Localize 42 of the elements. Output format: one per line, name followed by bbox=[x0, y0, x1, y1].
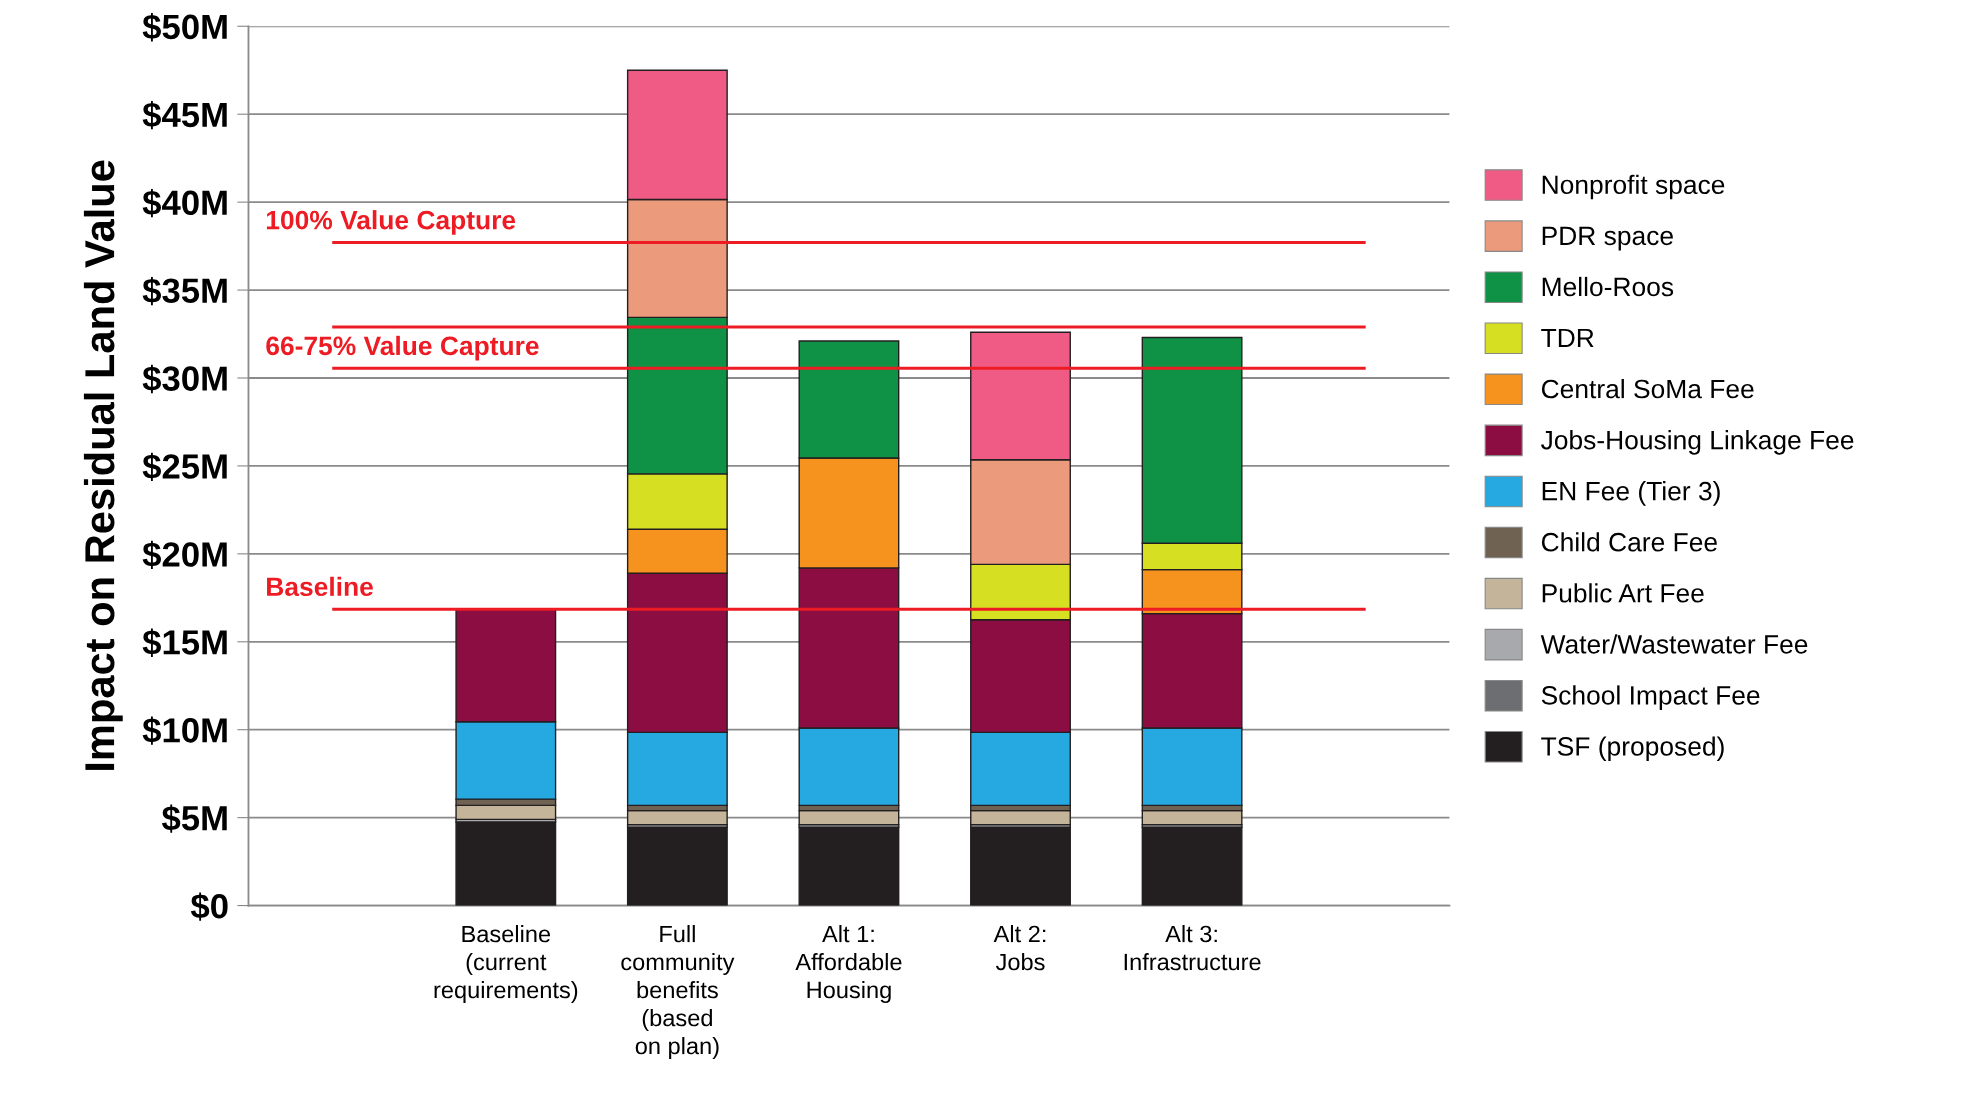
bar bbox=[1141, 809, 1243, 826]
ref-line-label: 66-75% Value Capture bbox=[266, 335, 539, 361]
legend-label: Nonprofit space bbox=[1542, 174, 1725, 200]
ref-line-label: Baseline bbox=[267, 576, 373, 597]
bar bbox=[455, 821, 557, 906]
legend-label: TDR bbox=[1541, 328, 1594, 348]
y-tick-label: $35M bbox=[142, 276, 227, 306]
legend-label: Mello-Roos bbox=[1542, 276, 1674, 297]
bar bbox=[455, 804, 557, 821]
y-axis-title: Impact on Residual Land Value bbox=[83, 160, 123, 770]
ref-line-label: 100% Value Capture bbox=[266, 210, 516, 235]
y-tick-label: $20M bbox=[142, 540, 227, 570]
x-tick-label: Baseline (current requirements) bbox=[434, 925, 578, 1004]
y-tick-label: $50M bbox=[142, 13, 227, 42]
y-tick-label: $30M bbox=[142, 364, 227, 394]
x-tick-label: Alt 3: Infrastructure bbox=[1124, 925, 1261, 971]
y-tick-label: $0 bbox=[190, 892, 228, 921]
bar bbox=[798, 809, 900, 826]
legend-label: Public Art Fee bbox=[1542, 583, 1704, 603]
y-tick-label: $25M bbox=[142, 452, 227, 482]
legend-label: School Impact Fee bbox=[1541, 685, 1760, 710]
legend-label: TSF (proposed) bbox=[1541, 736, 1724, 762]
legend-label: EN Fee (Tier 3) bbox=[1542, 481, 1720, 506]
bar bbox=[970, 826, 1071, 906]
y-tick-label: $40M bbox=[142, 188, 227, 218]
bar bbox=[626, 809, 728, 826]
legend-label: PDR space bbox=[1542, 226, 1673, 251]
y-tick-label: $45M bbox=[142, 101, 227, 130]
legend-label: Child Care Fee bbox=[1541, 532, 1717, 552]
bar bbox=[626, 826, 728, 906]
legend-label: Central SoMa Fee bbox=[1541, 378, 1754, 399]
bar bbox=[1141, 826, 1243, 906]
legend-label: Water/Wastewater Fee bbox=[1540, 634, 1808, 654]
x-tick-label: Alt 1: Affordable Housing bbox=[795, 925, 902, 1004]
x-tick-label: Alt 2: Jobs bbox=[993, 925, 1046, 971]
y-tick-label: $5M bbox=[161, 804, 227, 833]
legend-label: Jobs-Housing Linkage Fee bbox=[1541, 430, 1854, 455]
bar bbox=[970, 809, 1071, 826]
x-tick-label: Full community benefits (based on plan) bbox=[621, 925, 735, 1060]
bar bbox=[798, 826, 900, 906]
y-tick-label: $10M bbox=[142, 716, 227, 745]
y-tick-label: $15M bbox=[142, 628, 227, 657]
